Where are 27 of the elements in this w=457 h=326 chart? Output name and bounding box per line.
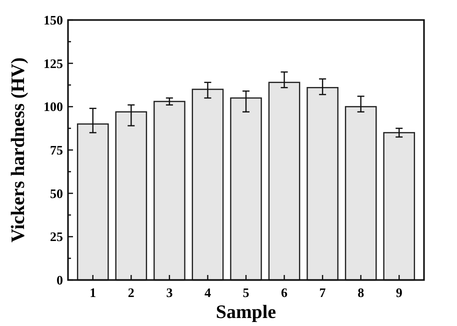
bar	[383, 132, 416, 281]
y-axis-title: Vickers hardness (HV)	[8, 57, 29, 243]
bar	[115, 111, 148, 281]
bar	[76, 123, 109, 281]
x-tick-label: 4	[204, 285, 212, 300]
y-tick-label: 50	[50, 186, 63, 201]
y-tick-label: 75	[50, 142, 64, 158]
x-tick-label: 5	[242, 285, 250, 300]
x-tick-label: 7	[319, 285, 326, 300]
y-tick-label: 0	[56, 272, 63, 288]
x-tick-label: 2	[128, 285, 134, 300]
bar	[230, 97, 262, 281]
x-tick-label: 3	[166, 285, 174, 300]
bar	[306, 87, 338, 281]
bar	[268, 82, 300, 281]
bar	[154, 100, 186, 281]
y-tick-label: 150	[44, 12, 63, 28]
x-tick-label: 6	[281, 285, 288, 300]
y-tick-label: 100	[44, 99, 63, 114]
x-axis-title: Sample	[216, 302, 276, 323]
bar	[192, 88, 224, 281]
bar	[344, 106, 377, 281]
y-tick-label: 125	[44, 56, 64, 71]
x-tick-label: 9	[396, 285, 403, 300]
y-tick-label: 25	[50, 229, 64, 244]
x-tick-label: 8	[358, 285, 365, 300]
x-tick-label: 1	[90, 285, 96, 300]
